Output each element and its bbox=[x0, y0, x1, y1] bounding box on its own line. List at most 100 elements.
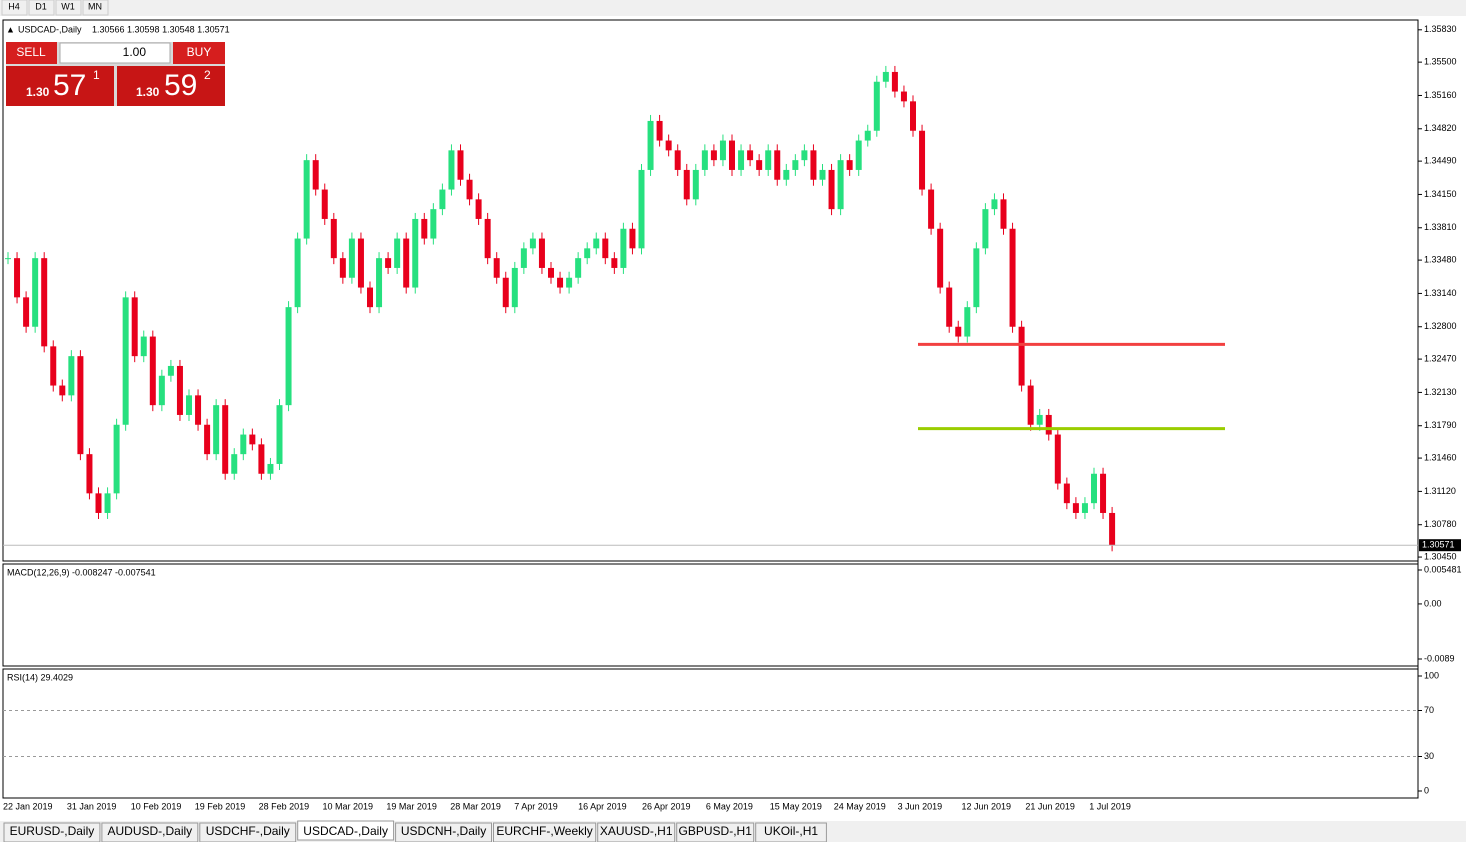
y-tick-label: 1.32130 bbox=[1424, 387, 1457, 397]
y-tick-label: 1.33140 bbox=[1424, 288, 1457, 298]
x-tick-label: 10 Mar 2019 bbox=[323, 801, 374, 811]
candle bbox=[538, 238, 545, 268]
candle bbox=[1036, 414, 1043, 425]
y-tick-label: 0 bbox=[1424, 785, 1429, 795]
candle bbox=[602, 238, 609, 259]
x-tick-label: 19 Mar 2019 bbox=[386, 801, 437, 811]
y-tick-label: 1.34150 bbox=[1424, 189, 1457, 199]
candle bbox=[113, 424, 120, 494]
symbol-tab-label: USDCHF-,Daily bbox=[206, 824, 290, 838]
candle bbox=[647, 120, 654, 170]
y-tick-label: 1.30450 bbox=[1424, 551, 1457, 561]
period-button[interactable] bbox=[28, 0, 55, 16]
candle bbox=[5, 258, 11, 260]
candle bbox=[258, 444, 265, 474]
candle bbox=[330, 218, 337, 259]
candle bbox=[719, 140, 726, 161]
candle bbox=[23, 297, 30, 327]
candle bbox=[1063, 483, 1070, 504]
candle bbox=[692, 169, 699, 200]
period-button[interactable] bbox=[55, 0, 82, 16]
candle bbox=[1072, 503, 1079, 513]
candle bbox=[937, 228, 944, 288]
sell-price[interactable] bbox=[6, 66, 114, 106]
candle bbox=[557, 277, 564, 288]
candle bbox=[928, 189, 935, 229]
y-tick-label: 0.00 bbox=[1424, 598, 1442, 608]
candle bbox=[792, 160, 799, 170]
candle bbox=[204, 424, 211, 455]
candle bbox=[240, 434, 247, 455]
candle bbox=[629, 228, 636, 249]
y-tick-label: 1.35830 bbox=[1424, 24, 1457, 34]
candle bbox=[584, 248, 591, 259]
candle bbox=[176, 365, 183, 415]
candle bbox=[729, 140, 735, 170]
buy-button[interactable] bbox=[173, 42, 225, 64]
candle bbox=[548, 267, 554, 278]
candle bbox=[593, 238, 600, 249]
ohlc-quotes: 1.30566 1.30598 1.30548 1.30571 bbox=[92, 24, 230, 34]
buy-main: 59 bbox=[164, 69, 197, 102]
lot-value: 1.00 bbox=[123, 45, 147, 59]
candle bbox=[303, 160, 310, 239]
candle bbox=[991, 199, 998, 210]
y-tick-label: 1.31790 bbox=[1424, 420, 1457, 430]
symbol-header: ▲ bbox=[6, 24, 15, 34]
candle bbox=[1027, 385, 1034, 425]
x-tick-label: 3 Jun 2019 bbox=[898, 801, 943, 811]
y-tick-label: 30 bbox=[1424, 751, 1434, 761]
lot-input[interactable] bbox=[59, 42, 171, 64]
candle bbox=[765, 150, 772, 170]
candle bbox=[439, 189, 446, 210]
candle bbox=[810, 150, 817, 180]
candle bbox=[900, 91, 907, 102]
y-tick-label: 1.35500 bbox=[1424, 57, 1457, 67]
candle bbox=[982, 209, 989, 249]
candle bbox=[864, 130, 871, 141]
y-tick-label: 1.33810 bbox=[1424, 222, 1457, 232]
candle bbox=[1018, 326, 1025, 386]
candle bbox=[566, 277, 573, 288]
period-label: D1 bbox=[35, 1, 47, 11]
symbol-tab[interactable] bbox=[297, 820, 395, 841]
y-tick-label: -0.0089 bbox=[1424, 653, 1455, 663]
candle bbox=[801, 150, 808, 161]
y-tick-label: 1.32470 bbox=[1424, 353, 1457, 363]
sell-sup: 1 bbox=[93, 68, 100, 82]
candle bbox=[158, 375, 165, 406]
period-button[interactable] bbox=[1, 0, 28, 16]
candle bbox=[149, 336, 156, 406]
current-price-label: 1.30571 bbox=[1422, 540, 1455, 550]
symbol-tab-label: UKOil-,H1 bbox=[764, 824, 818, 838]
candle bbox=[1081, 503, 1088, 513]
x-tick-label: 26 Apr 2019 bbox=[642, 801, 691, 811]
candle bbox=[403, 238, 410, 288]
candle bbox=[412, 218, 419, 288]
x-tick-label: 15 May 2019 bbox=[770, 801, 822, 811]
candle bbox=[837, 160, 844, 210]
y-tick-label: 1.32800 bbox=[1424, 321, 1457, 331]
candle bbox=[493, 258, 500, 278]
buy-price[interactable] bbox=[117, 66, 225, 106]
sell-button[interactable] bbox=[6, 42, 57, 64]
trade-panel: SELL BUY 1.00 1.30 57 1 1.30 59 2 bbox=[6, 42, 225, 106]
period-button[interactable] bbox=[82, 0, 109, 16]
candle bbox=[448, 150, 455, 190]
buy-big: 1.30 bbox=[136, 85, 160, 99]
period-label: W1 bbox=[61, 1, 75, 11]
candle bbox=[50, 346, 57, 386]
y-tick-label: 1.33480 bbox=[1424, 254, 1457, 264]
period-label: MN bbox=[88, 1, 102, 11]
symbol-tab-label: XAUUSD-,H1 bbox=[600, 824, 673, 838]
x-tick-label: 21 Jun 2019 bbox=[1025, 801, 1075, 811]
candle bbox=[919, 130, 926, 190]
y-tick-label: 1.31460 bbox=[1424, 452, 1457, 462]
period-label: H4 bbox=[8, 1, 20, 11]
sell-label: SELL bbox=[16, 45, 46, 59]
current-price-box bbox=[1419, 539, 1461, 552]
x-tick-label: 28 Mar 2019 bbox=[450, 801, 501, 811]
candle bbox=[95, 493, 102, 513]
